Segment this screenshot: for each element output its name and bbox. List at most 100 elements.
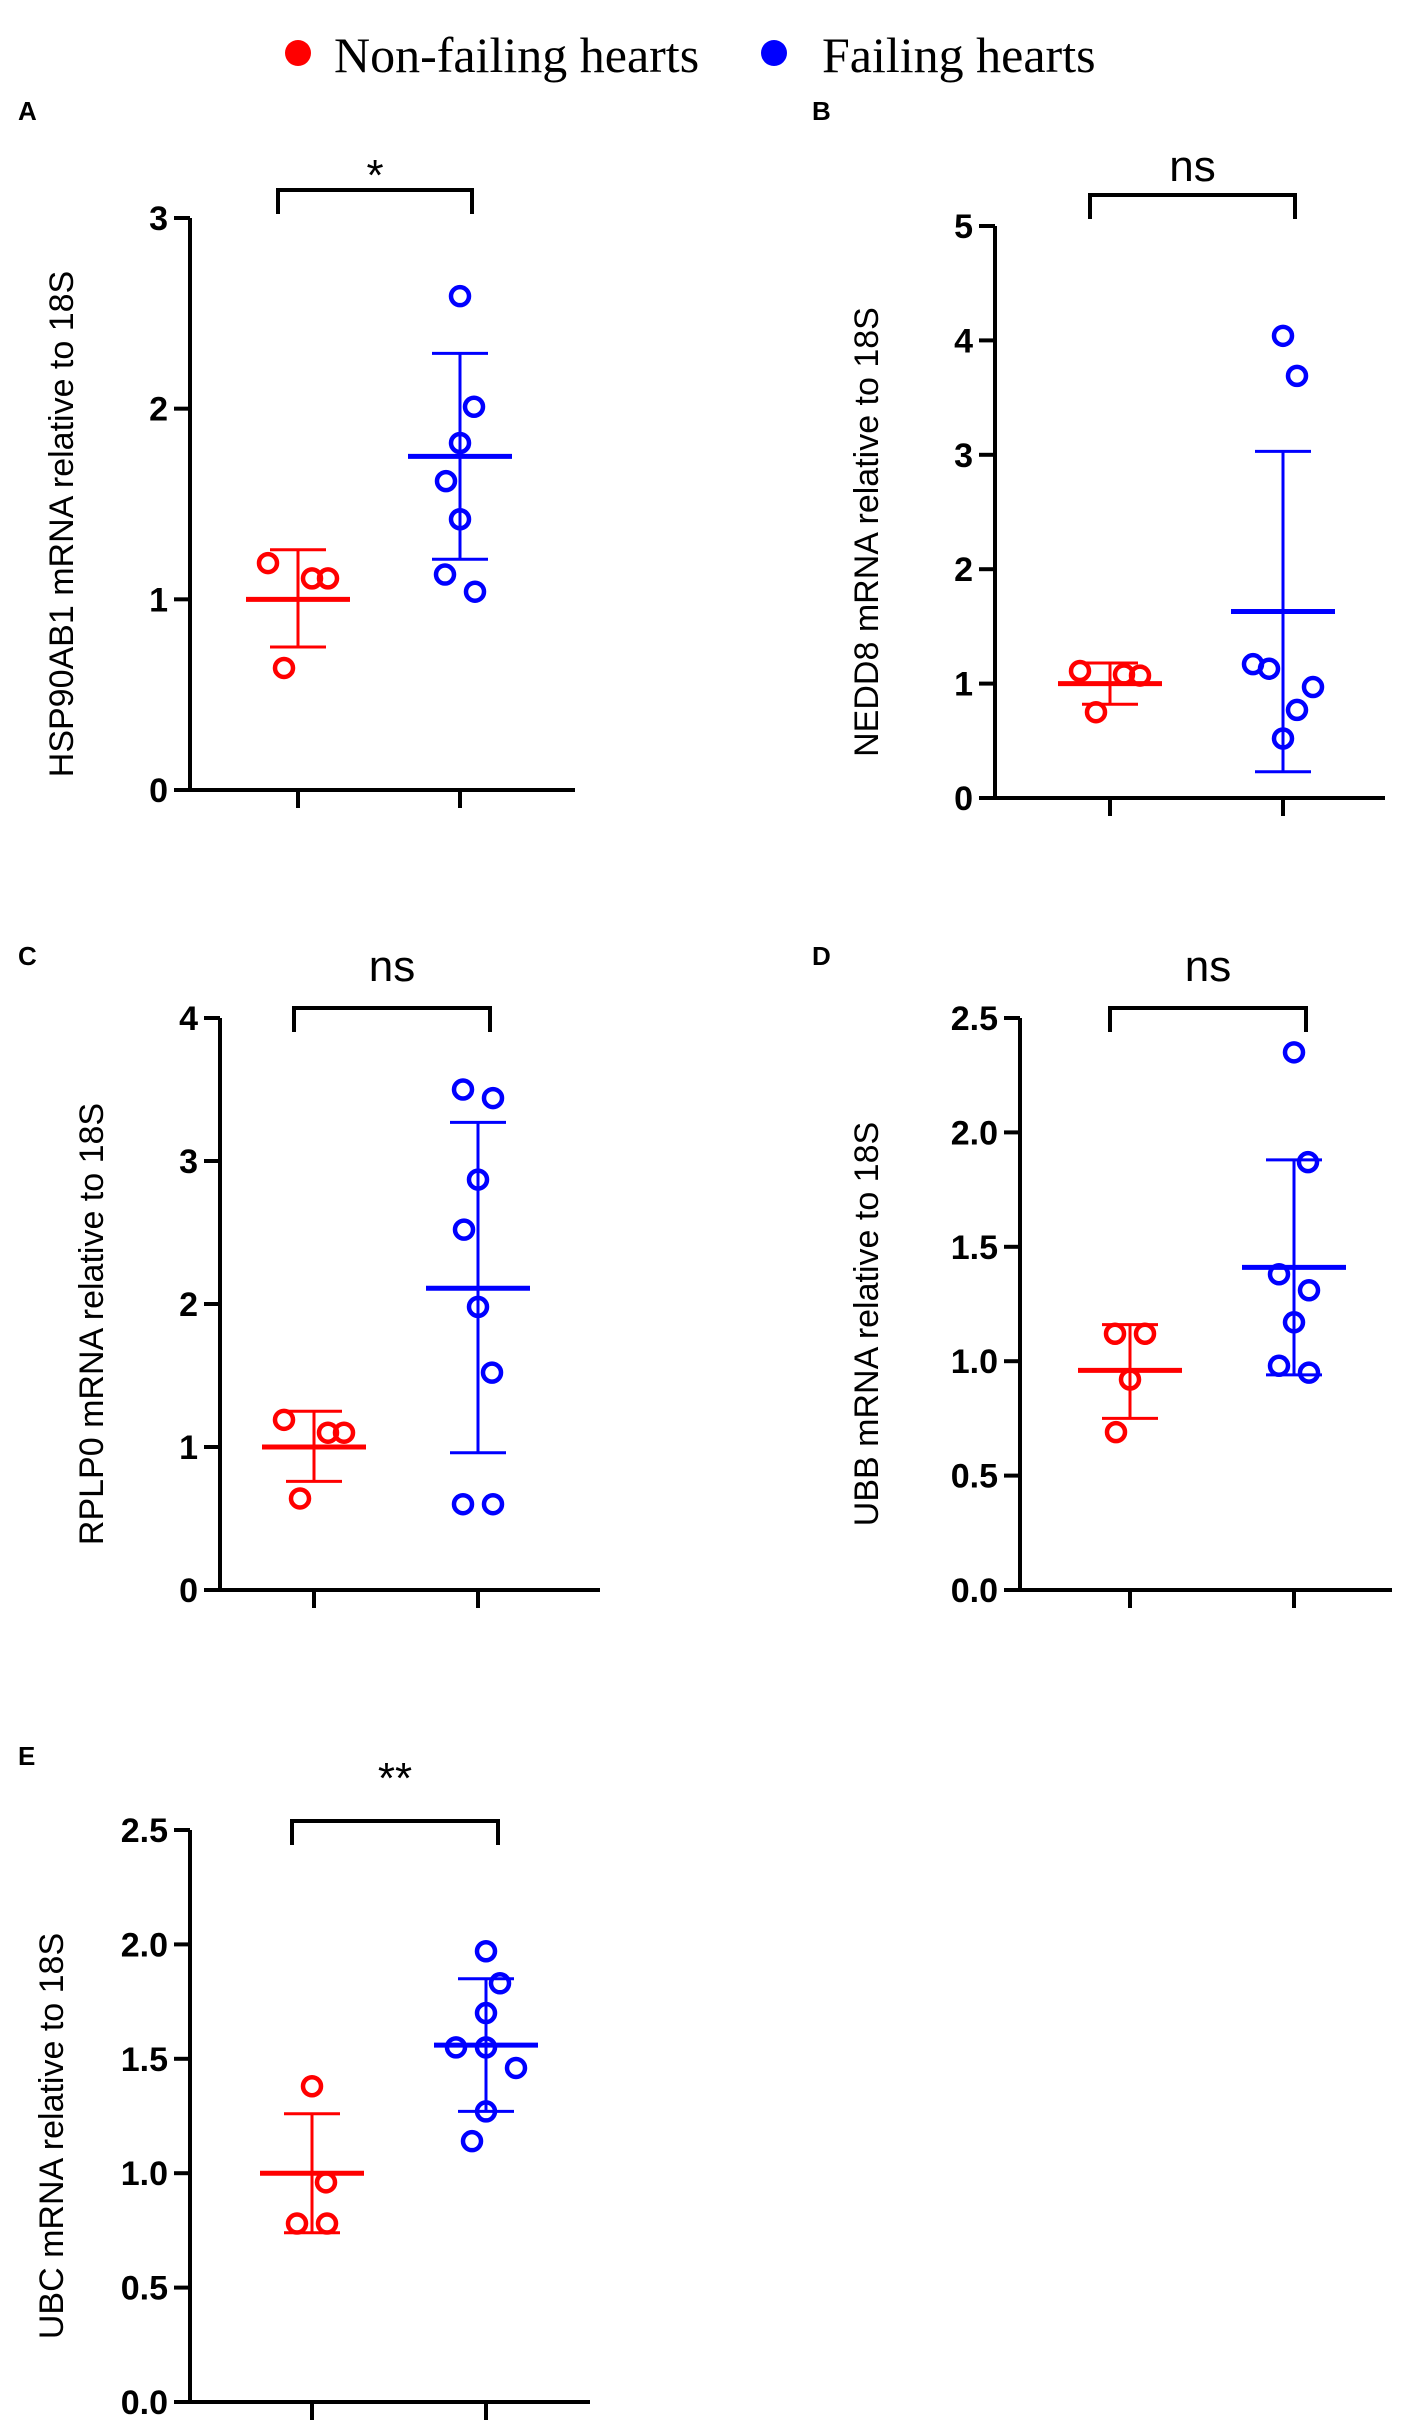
series-non-failing (262, 1408, 366, 1510)
y-tick-label: 1 (179, 1429, 198, 1467)
data-point (474, 2100, 498, 2123)
data-point (434, 469, 458, 493)
y-tick-label: 0 (149, 772, 168, 810)
series-failing (1231, 324, 1335, 774)
series-failing (426, 1078, 530, 1516)
panel-letter: D (812, 941, 831, 971)
data-point (444, 2036, 468, 2059)
data-point (285, 2212, 309, 2235)
y-tick-label: 4 (179, 1000, 198, 1038)
data-point (1128, 664, 1152, 687)
y-tick-label: 0.0 (121, 2384, 168, 2422)
data-point (1282, 1041, 1306, 1064)
panel-letter: B (812, 96, 831, 126)
panel-e: E UBC mRNA relative to 18S 0.0 0.5 1.0 1.5 2.0… (18, 1741, 590, 2422)
data-point (1301, 675, 1325, 699)
y-tick-label: 1.0 (951, 1343, 998, 1381)
y-tick-label: 3 (954, 437, 973, 475)
y-axis-label: UBB mRNA relative to 18S (848, 1122, 886, 1526)
y-axis-label: HSP90AB1 mRNA relative to 18S (43, 271, 81, 777)
y-tick-label: 2.5 (121, 1812, 168, 1850)
data-point (1285, 364, 1309, 388)
y-tick-label: 2 (149, 391, 168, 429)
data-point (448, 431, 472, 455)
data-point (300, 2075, 324, 2098)
data-point (1296, 1150, 1320, 1174)
data-point (316, 567, 340, 590)
data-point (433, 563, 457, 586)
significance-bracket (292, 1006, 492, 1032)
legend-failing-marker (761, 40, 787, 66)
series-non-failing (260, 2075, 364, 2235)
series-non-failing (1058, 659, 1162, 724)
y-tick-label: 0.0 (951, 1572, 998, 1610)
y-axis-label: UBC mRNA relative to 18S (33, 1933, 71, 2339)
panel-c: C RPLP0 mRNA relative to 18S 0 1 2 3 4 ns (18, 941, 600, 1610)
series-failing (408, 284, 512, 603)
significance-label: ns (369, 942, 415, 991)
data-point (1282, 1311, 1306, 1334)
data-point (474, 2001, 498, 2025)
y-tick-label: 2.5 (951, 1000, 998, 1038)
significance-label: ns (1185, 942, 1231, 991)
panel-a: A HSP90AB1 mRNA relative to 18S 0 1 2 3 * (18, 96, 575, 810)
y-tick-label: 3 (149, 200, 168, 238)
data-point (272, 1408, 296, 1432)
y-axis-label: RPLP0 mRNA relative to 18S (73, 1103, 111, 1545)
legend-non-failing-label: Non-failing hearts (334, 27, 699, 83)
data-point (1297, 1279, 1321, 1302)
data-point (481, 1086, 505, 1110)
y-tick-label: 2.0 (951, 1114, 998, 1152)
panel-d: D UBB mRNA relative to 18S 0.0 0.5 1.0 1.5 2.0… (812, 941, 1392, 1610)
series-non-failing (246, 548, 350, 680)
data-point (474, 1940, 498, 1963)
panel-letter: E (18, 1741, 35, 1771)
panels: A HSP90AB1 mRNA relative to 18S 0 1 2 3 * B NEDD… (18, 96, 1392, 2422)
data-point (315, 2212, 339, 2235)
data-point (1118, 1368, 1142, 1391)
data-point (448, 508, 472, 531)
y-tick-label: 1 (149, 581, 168, 619)
significance-label: * (366, 151, 383, 200)
data-point (1257, 657, 1281, 680)
legend-non-failing-marker (285, 40, 311, 66)
data-point (1297, 1361, 1321, 1384)
data-point (1267, 1263, 1291, 1286)
panel-b: B NEDD8 mRNA relative to 18S 0 1 2 3 4 5 ns (812, 96, 1385, 818)
y-tick-label: 4 (954, 322, 973, 360)
y-tick-label: 2.0 (121, 1926, 168, 1964)
significance-label: ** (378, 1754, 412, 1803)
data-point (1285, 698, 1309, 722)
significance-label: ns (1169, 142, 1215, 191)
y-tick-label: 3 (179, 1143, 198, 1181)
data-point (448, 284, 472, 308)
panel-letter: C (18, 941, 37, 971)
significance-bracket (276, 188, 474, 214)
data-point (1103, 1322, 1127, 1345)
significance-bracket (290, 1819, 500, 1845)
data-point (474, 2036, 498, 2059)
y-tick-label: 1 (954, 666, 973, 704)
y-tick-label: 0.5 (951, 1458, 998, 1496)
data-point (288, 1487, 312, 1510)
data-point (480, 1361, 504, 1384)
data-point (481, 1492, 505, 1516)
data-point (466, 1295, 490, 1319)
significance-bracket (1108, 1006, 1308, 1032)
data-point (452, 1218, 476, 1241)
data-point (314, 2171, 338, 2194)
data-point (256, 551, 280, 575)
y-tick-label: 1.0 (121, 2155, 168, 2193)
data-point (466, 1168, 490, 1191)
data-point (1267, 1354, 1291, 1378)
data-point (451, 1492, 475, 1516)
series-failing (1242, 1041, 1346, 1384)
y-tick-label: 2 (954, 551, 973, 589)
data-point (1133, 1322, 1157, 1345)
y-tick-label: 0.5 (121, 2270, 168, 2308)
data-point (1104, 1420, 1128, 1444)
data-point (1084, 700, 1108, 724)
data-point (460, 2129, 484, 2153)
data-point (1271, 324, 1295, 348)
